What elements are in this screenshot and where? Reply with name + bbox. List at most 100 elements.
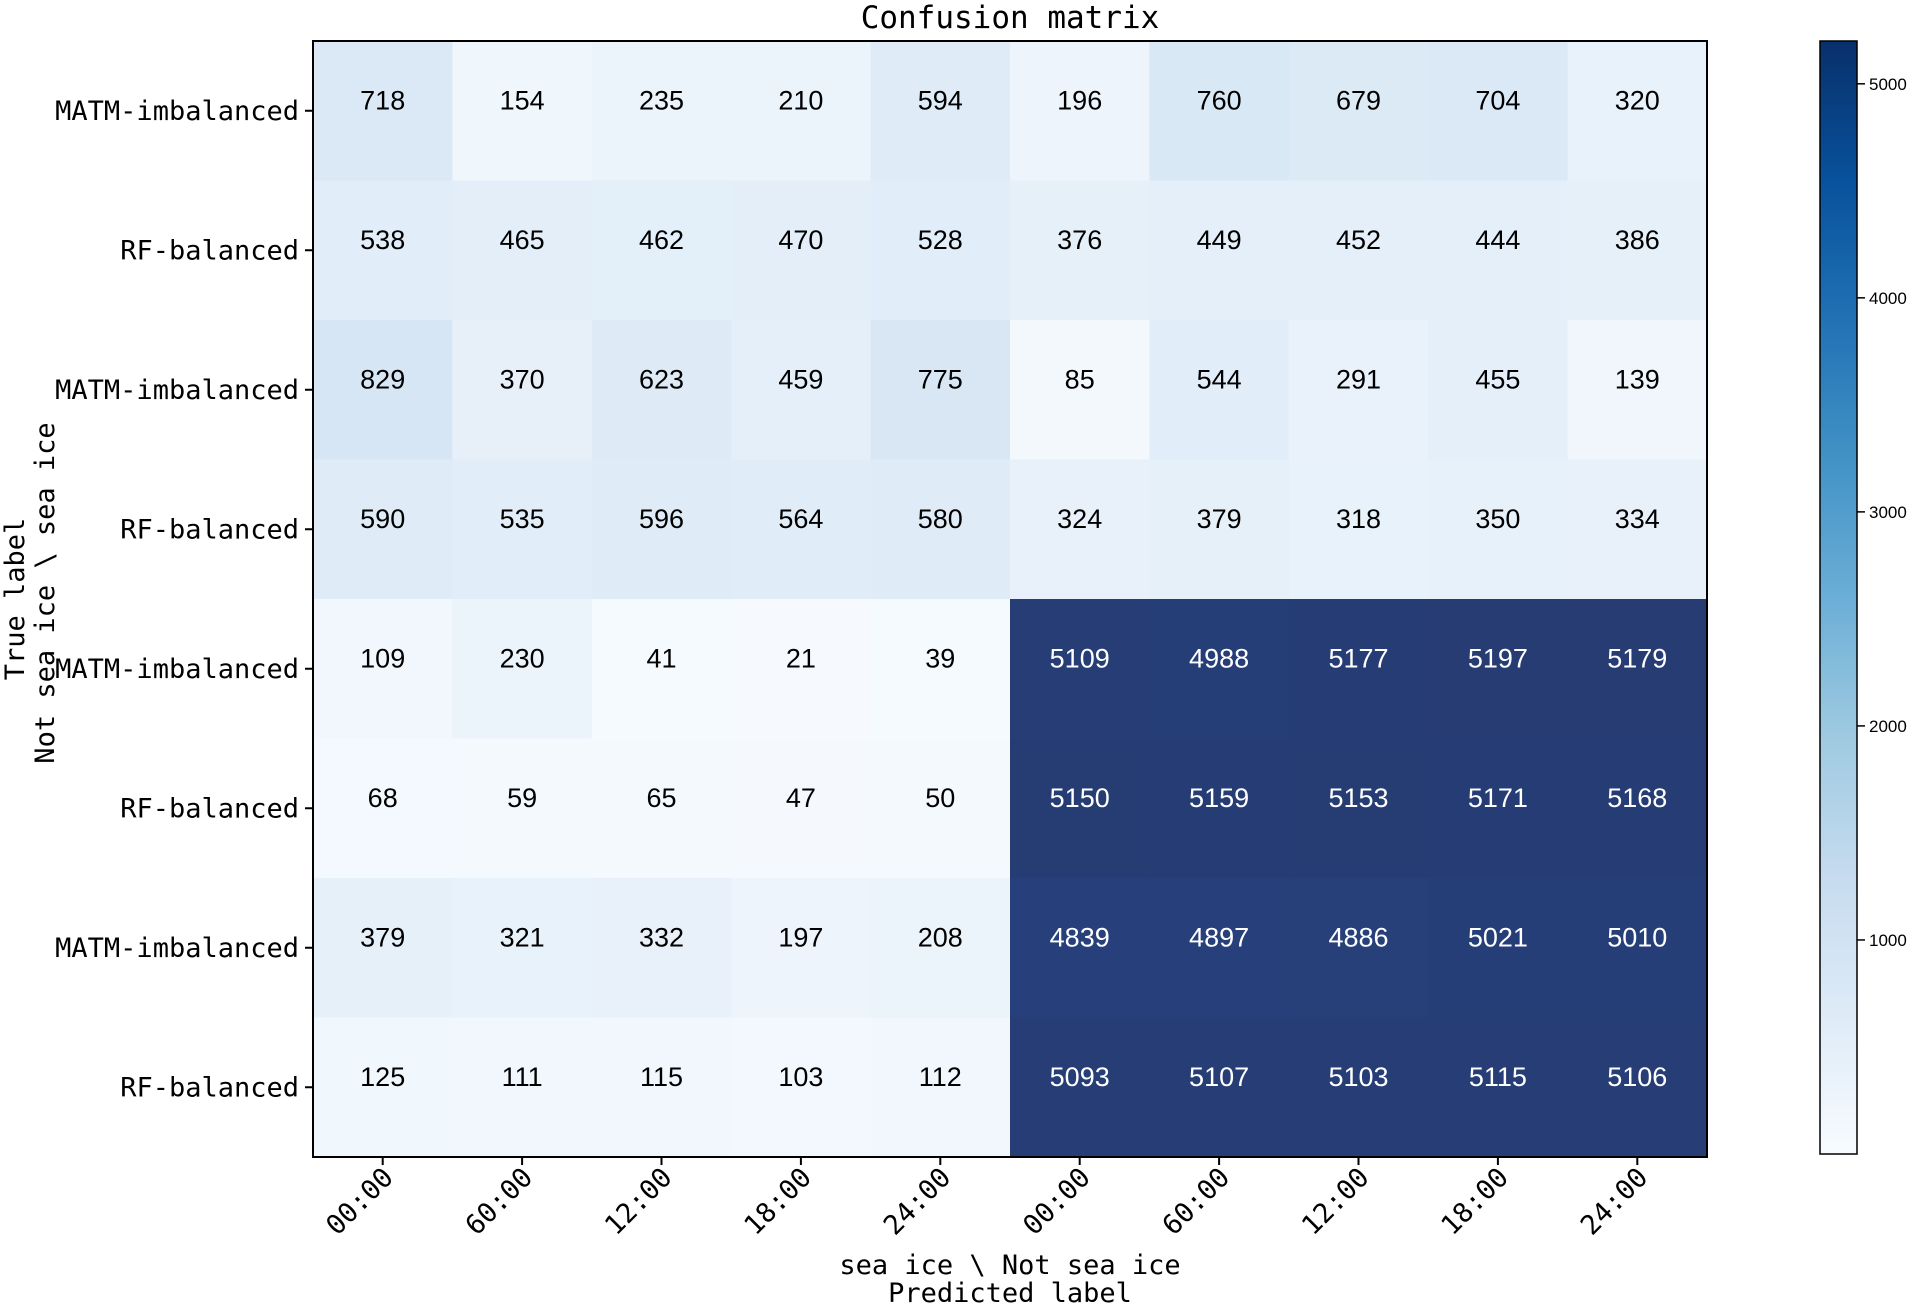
cell-value-label: 5168 xyxy=(1607,783,1667,813)
cell-value-label: 470 xyxy=(778,225,823,255)
cell-value-label: 4839 xyxy=(1050,923,1110,953)
cell-value-label: 154 xyxy=(500,86,545,116)
cell-value-label: 623 xyxy=(639,365,684,395)
cell-value-label: 39 xyxy=(925,644,955,674)
cell-value-label: 21 xyxy=(786,644,816,674)
heatmap-cell xyxy=(591,459,732,600)
heatmap-cell xyxy=(452,459,593,600)
heatmap-cell xyxy=(1567,459,1708,600)
heatmap-cell xyxy=(1428,320,1569,461)
cell-value-label: 65 xyxy=(646,783,676,813)
cell-value-label: 321 xyxy=(500,923,545,953)
cell-value-label: 590 xyxy=(360,504,405,534)
y-axis-label: True label xyxy=(0,518,31,681)
x-tick-label: 18:00 xyxy=(1435,1162,1514,1241)
y-tick-label: RF-balanced xyxy=(120,235,299,266)
cell-value-label: 208 xyxy=(918,923,963,953)
cell-value-label: 704 xyxy=(1475,86,1520,116)
heatmap-cell xyxy=(870,459,1011,600)
cell-value-label: 679 xyxy=(1336,86,1381,116)
cell-value-label: 59 xyxy=(507,783,537,813)
heatmap-cell xyxy=(591,320,732,461)
y-tick-label: RF-balanced xyxy=(120,1072,299,1103)
x-tick-label: 18:00 xyxy=(738,1162,817,1241)
heatmap-cell xyxy=(591,599,732,740)
cell-value-label: 125 xyxy=(360,1062,405,1092)
cell-value-label: 111 xyxy=(502,1062,543,1092)
heatmap-cell xyxy=(1010,878,1150,1019)
heatmap-cell xyxy=(1567,41,1708,182)
cell-value-label: 332 xyxy=(639,923,684,953)
heatmap-cell xyxy=(1149,1017,1290,1158)
cell-value-label: 5153 xyxy=(1328,783,1388,813)
heatmap-cell xyxy=(1567,320,1708,461)
x-tick-labels: 00:00 60:00 12:00 18:00 24:00 00:00 60:00 12:00… xyxy=(320,1157,1654,1241)
heatmap-cell xyxy=(870,599,1011,740)
heatmap-cell xyxy=(313,599,453,740)
heatmap-cell xyxy=(1288,180,1429,321)
y-tick-label: MATM-imbalanced xyxy=(55,654,299,685)
heatmap-cell xyxy=(1288,1017,1429,1158)
cell-value-label: 47 xyxy=(786,783,816,813)
heatmap-cell xyxy=(591,738,732,879)
cell-value-label: 376 xyxy=(1057,225,1102,255)
x-tick-label: 00:00 xyxy=(320,1162,399,1241)
heatmap-cell xyxy=(313,1017,453,1158)
cell-value-label: 4897 xyxy=(1189,923,1249,953)
cell-value-label: 5103 xyxy=(1328,1062,1388,1092)
heatmap-cell xyxy=(1149,599,1290,740)
cell-value-label: 5115 xyxy=(1469,1062,1527,1092)
x-tick-label: 00:00 xyxy=(1017,1162,1096,1241)
cell-value-label: 465 xyxy=(500,225,545,255)
heatmap-cell xyxy=(1428,878,1569,1019)
heatmap-cell xyxy=(313,41,453,182)
cell-value-label: 538 xyxy=(360,225,405,255)
cell-value-label: 5171 xyxy=(1468,783,1528,813)
cell-value-label: 829 xyxy=(360,365,405,395)
cell-value-label: 139 xyxy=(1615,365,1660,395)
heatmap-cell xyxy=(1010,180,1150,321)
cell-value-label: 197 xyxy=(778,923,823,953)
heatmap-cell xyxy=(731,41,872,182)
heatmap-cell xyxy=(452,320,593,461)
heatmap-cell xyxy=(591,878,732,1019)
heatmap-cell xyxy=(1428,1017,1569,1158)
cell-value-label: 4886 xyxy=(1328,923,1388,953)
heatmap-cell xyxy=(1149,459,1290,600)
heatmap-cell xyxy=(452,1017,593,1158)
cell-value-label: 5010 xyxy=(1607,923,1667,953)
y-tick-label: RF-balanced xyxy=(120,514,299,545)
heatmap-cell xyxy=(591,180,732,321)
heatmap-cell xyxy=(1288,599,1429,740)
cell-value-label: 350 xyxy=(1475,504,1520,534)
cell-value-label: 230 xyxy=(500,644,545,674)
y-tick-label: MATM-imbalanced xyxy=(55,375,299,406)
heatmap-cell xyxy=(870,320,1011,461)
chart-title: Confusion matrix xyxy=(861,0,1160,36)
heatmap-cell xyxy=(1567,1017,1708,1158)
heatmap-cell xyxy=(870,738,1011,879)
heatmap-cell xyxy=(1567,599,1708,740)
cell-value-label: 459 xyxy=(778,365,823,395)
cell-value-label: 564 xyxy=(778,504,823,534)
cell-value-label: 462 xyxy=(639,225,684,255)
cell-value-label: 5093 xyxy=(1050,1062,1110,1092)
cell-value-label: 544 xyxy=(1197,365,1242,395)
heatmap-cell xyxy=(313,180,453,321)
heatmap-cell xyxy=(1428,180,1569,321)
heatmap-cell xyxy=(452,180,593,321)
heatmap-cell xyxy=(1149,320,1290,461)
cell-value-label: 112 xyxy=(919,1062,962,1092)
heatmap-cell xyxy=(313,738,453,879)
x-tick-label: 12:00 xyxy=(599,1162,678,1241)
heatmap-cell xyxy=(452,41,593,182)
cell-value-label: 334 xyxy=(1615,504,1660,534)
heatmap-cell xyxy=(313,878,453,1019)
heatmap-cell xyxy=(1010,320,1150,461)
cell-value-label: 103 xyxy=(778,1062,823,1092)
heatmap-cell xyxy=(1288,878,1429,1019)
heatmap-cell xyxy=(731,1017,872,1158)
heatmap-cell xyxy=(591,41,732,182)
cell-value-label: 291 xyxy=(1336,365,1381,395)
